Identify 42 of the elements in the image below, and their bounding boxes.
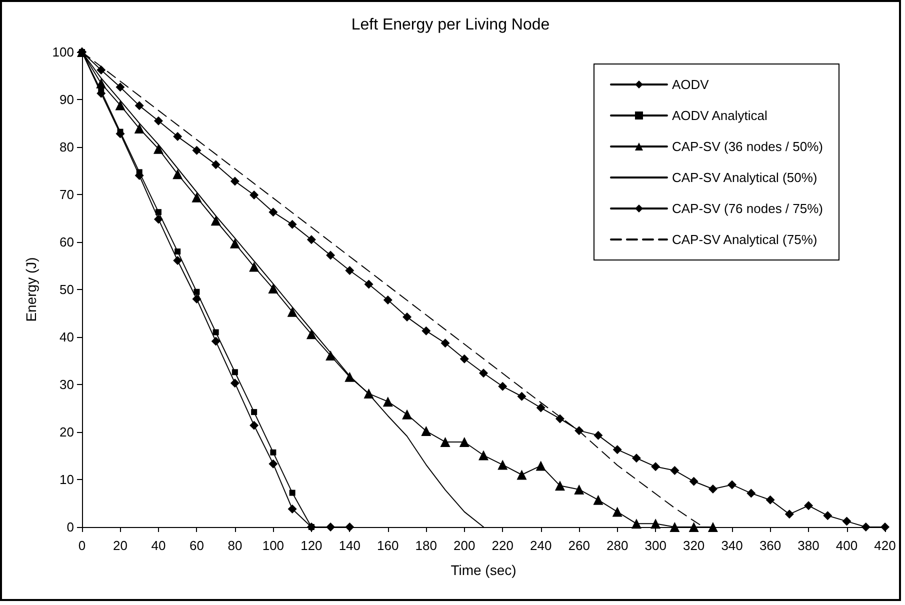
- x-tick-label: 360: [759, 538, 782, 553]
- y-tick-label: 30: [60, 377, 74, 392]
- y-tick-label: 80: [60, 140, 74, 154]
- x-tick-label: 240: [530, 538, 552, 553]
- x-tick-label: 0: [78, 538, 86, 553]
- y-tick-label: 50: [60, 282, 74, 297]
- y-tick-label: 10: [60, 472, 74, 487]
- y-tick-label: 90: [60, 92, 74, 107]
- chart-title: Left Energy per Living Node: [351, 16, 550, 34]
- y-tick-label: 20: [60, 424, 74, 440]
- x-tick-label: 80: [228, 538, 242, 553]
- x-axis-title: Time (sec): [450, 562, 516, 578]
- legend-label: CAP-SV (36 nodes / 50%): [672, 139, 824, 154]
- y-tick-label: 100: [52, 44, 74, 60]
- x-tick-label: 380: [798, 538, 820, 553]
- y-tick-label: 60: [60, 234, 74, 250]
- x-tick-label: 60: [189, 538, 204, 553]
- legend-label: CAP-SV (76 nodes / 75%): [672, 201, 824, 216]
- x-tick-label: 120: [300, 538, 322, 553]
- x-tick-label: 280: [606, 538, 628, 553]
- x-tick-label: 260: [568, 538, 590, 553]
- x-tick-label: 180: [415, 538, 437, 553]
- x-tick-label: 420: [874, 538, 896, 553]
- legend-label: AODV: [672, 77, 710, 92]
- x-tick-label: 400: [836, 538, 858, 553]
- legend-label: CAP-SV Analytical (50%): [672, 170, 818, 185]
- y-tick-label: 70: [60, 187, 74, 202]
- x-tick-label: 200: [454, 538, 476, 553]
- x-tick-label: 100: [262, 538, 284, 553]
- x-tick-label: 40: [151, 538, 166, 553]
- legend-label: AODV Analytical: [672, 108, 768, 123]
- y-tick-label: 40: [60, 330, 74, 344]
- x-tick-label: 220: [492, 538, 514, 553]
- x-tick-label: 340: [721, 538, 743, 553]
- legend-label: CAP-SV Analytical (75%): [672, 232, 818, 247]
- x-tick-label: 160: [377, 538, 399, 553]
- y-axis-title: Energy (J): [23, 257, 39, 322]
- y-tick-label: 0: [66, 520, 74, 534]
- x-tick-label: 320: [682, 538, 705, 553]
- x-tick-label: 300: [644, 538, 666, 553]
- x-tick-label: 140: [338, 538, 361, 553]
- x-tick-label: 20: [113, 538, 128, 553]
